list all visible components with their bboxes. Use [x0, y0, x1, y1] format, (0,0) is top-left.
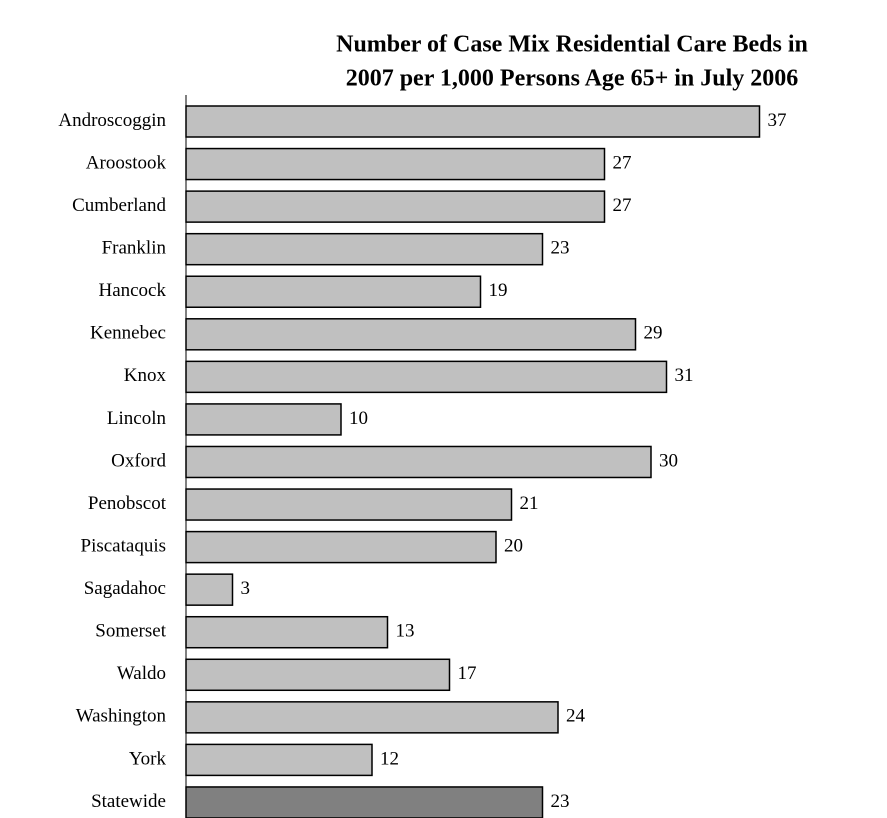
- bar: [185, 573, 234, 606]
- bar: [185, 147, 606, 181]
- category-label: Somerset: [95, 621, 166, 642]
- category-label: Androscoggin: [58, 110, 166, 131]
- category-label: Sagadahoc: [84, 578, 166, 599]
- bar: [185, 275, 482, 308]
- category-label: Waldo: [117, 663, 166, 684]
- category-label: Statewide: [91, 791, 166, 812]
- category-label: Hancock: [98, 280, 166, 301]
- value-label: 27: [613, 152, 632, 173]
- category-label: Knox: [124, 365, 167, 386]
- value-label: 21: [520, 493, 539, 514]
- category-label: Oxford: [111, 450, 166, 471]
- value-label: 27: [613, 195, 632, 216]
- value-label: 10: [349, 408, 368, 429]
- category-label: York: [129, 748, 167, 769]
- chart-title: Number of Case Mix Residential Care Beds…: [336, 32, 808, 58]
- category-label: Cumberland: [72, 195, 166, 216]
- value-label: 31: [675, 365, 694, 386]
- category-label: Franklin: [102, 238, 167, 259]
- category-label: Kennebec: [90, 323, 166, 344]
- value-label: 23: [551, 791, 570, 812]
- category-label: Washington: [76, 706, 167, 727]
- bar: [185, 786, 544, 818]
- chart-title: 2007 per 1,000 Persons Age 65+ in July 2…: [346, 66, 799, 92]
- bar: [185, 190, 606, 223]
- bar: [185, 445, 652, 479]
- bar: [185, 105, 761, 138]
- value-label: 37: [768, 110, 787, 131]
- value-label: 19: [489, 280, 508, 301]
- bar: [185, 530, 497, 564]
- bar: [185, 360, 668, 394]
- category-label: Lincoln: [107, 408, 167, 429]
- bar: [185, 658, 451, 692]
- bar: [185, 318, 637, 351]
- value-label: 24: [566, 706, 586, 727]
- bar: [185, 403, 342, 436]
- value-label: 12: [380, 748, 399, 769]
- value-label: 17: [458, 663, 477, 684]
- bar: [185, 488, 513, 521]
- value-label: 13: [396, 621, 415, 642]
- value-label: 23: [551, 238, 570, 259]
- category-label: Aroostook: [86, 152, 167, 173]
- category-label: Piscataquis: [81, 535, 167, 556]
- value-label: 20: [504, 535, 523, 556]
- value-label: 30: [659, 450, 678, 471]
- value-label: 29: [644, 323, 663, 344]
- category-label: Penobscot: [88, 493, 167, 514]
- bar: [185, 743, 373, 777]
- bar: [185, 232, 544, 266]
- bar: [185, 701, 559, 734]
- value-label: 3: [241, 578, 251, 599]
- bar: [185, 615, 389, 649]
